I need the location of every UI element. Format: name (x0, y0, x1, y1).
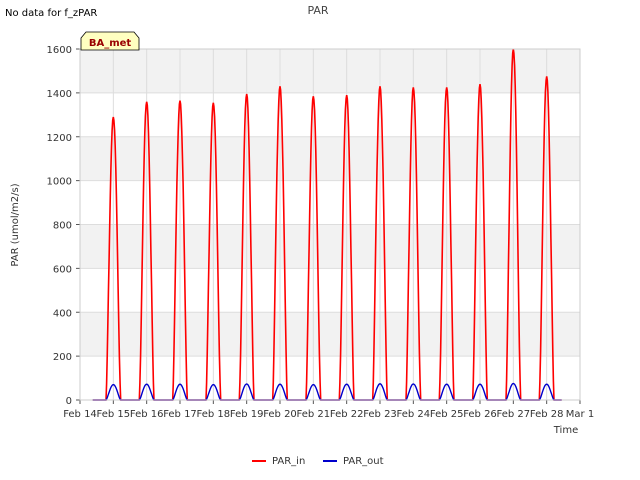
y-tick-label: 0 (66, 396, 72, 407)
x-tick-label: Feb 16 (130, 409, 164, 420)
chart-title: PAR (307, 4, 328, 17)
x-tick-label: Mar 1 (566, 409, 594, 420)
no-data-annotation: No data for f_zPAR (5, 8, 98, 19)
x-tick-label: Feb 20 (263, 409, 297, 420)
plot-band (80, 49, 580, 93)
x-tick-label: Feb 23 (363, 409, 397, 420)
x-tick-label: Feb 26 (463, 409, 497, 420)
y-tick-label: 1600 (47, 45, 72, 56)
plot-band (80, 136, 580, 181)
x-tick-label: Feb 25 (430, 409, 464, 420)
x-tick-label: Feb 18 (197, 409, 231, 420)
site-badge: BA_met (80, 31, 140, 51)
legend-label-par-in: PAR_in (272, 456, 305, 467)
site-badge-label: BA_met (89, 38, 132, 49)
y-axis-label: PAR (umol/m2/s) (10, 183, 21, 266)
x-tick-label: Feb 14 (63, 409, 97, 420)
legend: PAR_in PAR_out (252, 456, 384, 467)
x-tick-label: Feb 28 (530, 409, 564, 420)
y-tick-label: 800 (53, 221, 72, 232)
x-tick-label: Feb 27 (497, 409, 531, 420)
y-tick-label: 200 (53, 352, 72, 363)
plot-frame (79, 48, 581, 401)
y-tick-label: 600 (53, 264, 72, 275)
site-badge-shape (80, 31, 140, 51)
x-tick-label: Feb 17 (163, 409, 197, 420)
legend-label-par-out: PAR_out (343, 456, 384, 467)
y-tick-label: 1400 (47, 89, 72, 100)
x-tick-label: Feb 19 (230, 409, 264, 420)
y-tick-label: 1200 (47, 133, 72, 144)
x-tick-label: Feb 15 (97, 409, 131, 420)
x-tick-label: Feb 24 (397, 409, 431, 420)
x-tick-label: Feb 21 (297, 409, 331, 420)
plot-band (80, 224, 580, 269)
plot-band (80, 312, 580, 357)
x-tick-label: Feb 22 (330, 409, 364, 420)
y-tick-label: 1000 (47, 177, 72, 188)
y-tick-label: 400 (53, 308, 72, 319)
plot-bands (80, 49, 580, 357)
x-axis-label: Time (553, 425, 578, 436)
